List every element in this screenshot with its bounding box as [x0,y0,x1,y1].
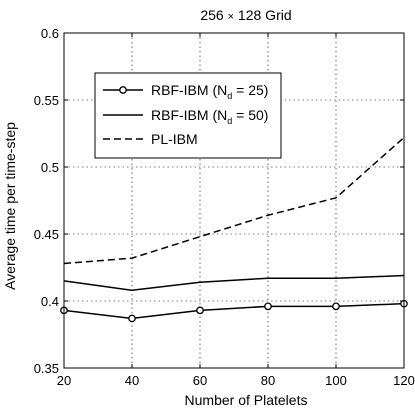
legend-entry-2: RBF-IBM (Nd = 50) [151,107,268,126]
y-tick-label: 0.6 [41,26,59,41]
legend: RBF-IBM (Nd = 25)RBF-IBM (Nd = 50)PL-IBM [94,72,282,159]
data-point-marker [264,302,272,311]
legend-entry-subscript: d [227,91,232,101]
legend-entry-3: PL-IBM [151,131,198,147]
axis-ticks: 20 40 60 80 100 120 0.35 0.4 0.45 0.5 0.55 0.6 [34,26,415,388]
legend-entry-tail: = 25) [232,82,268,98]
legend-entry-subscript: d [227,116,232,126]
series-line-1 [63,302,405,320]
legend-entry-main: RBF-IBM (N [151,82,227,98]
legend-entry-tail: = 50) [232,107,268,123]
data-point-marker [128,314,136,323]
legend-entry-main: RBF-IBM (N [151,107,227,123]
y-tick-label: 0.4 [41,294,59,309]
chart-title: 256 × 128 Grid [200,7,291,23]
data-point-marker [196,306,204,315]
x-tick-label: 40 [125,373,139,388]
legend-entry-1: RBF-IBM (Nd = 25) [151,82,268,101]
series-layer [60,136,408,323]
x-tick-label: 60 [193,373,207,388]
plot-area-frame [63,32,405,369]
x-tick-label: 20 [57,373,71,388]
legend-marker [119,86,127,94]
y-tick-label: 0.35 [34,361,59,376]
y-axis-label: Average time per time-step [2,122,18,290]
x-axis-label: Number of Platelets [185,392,308,408]
y-tick-label: 0.5 [41,160,59,175]
legend-entry-main: PL-IBM [151,131,198,147]
x-tick-label: 80 [261,373,275,388]
y-tick-label: 0.55 [34,93,59,108]
data-point-marker [332,302,340,311]
x-tick-label: 120 [393,373,415,388]
series-line-2 [63,274,405,292]
series-line-3 [63,136,405,265]
y-tick-label: 0.45 [34,227,59,242]
x-tick-label: 100 [325,373,347,388]
